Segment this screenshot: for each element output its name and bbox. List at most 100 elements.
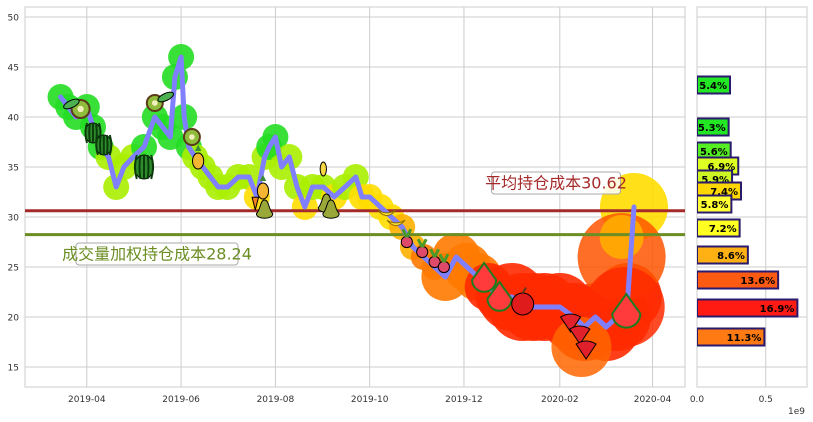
chip-bar [697,194,733,214]
watermelon-icon [95,134,113,156]
x-tick-label: 2019-12 [445,395,483,405]
pear-icon [256,199,274,219]
strawberry-icon [575,340,597,360]
radish-body [437,260,450,274]
pod [157,91,174,103]
apple-stem [521,286,527,294]
chip-bar-label: 7.2% [709,224,737,235]
chip-bar [697,270,780,290]
kiwi-icon [182,128,201,146]
radish-icon [437,253,450,274]
chip-bar [697,218,741,238]
halo-blob [599,215,644,259]
side-x-scale-label: 1e9 [788,407,805,417]
slice-flesh [611,292,642,329]
x-tick-label: 2019-04 [68,395,106,405]
cost-annotations: 平均持仓成本30.62 成交量加权持仓成本28.24 [62,171,627,266]
x-tick-label: 2019-10 [351,395,389,405]
carrot-body [251,196,260,211]
watermelon-stripe [84,122,88,144]
watermelon-slice-icon [486,280,513,312]
side-x-axis-ticks: 0.0 0.5 [690,395,773,405]
vw-cost-label-box [75,242,239,266]
banana-body [377,209,397,217]
chip-bar-label: 5.9% [701,175,729,186]
avg-cost-label: 平均持仓成本30.62 [485,174,627,193]
cost-lines [25,209,685,237]
chip-bar-label: 13.6% [740,276,775,287]
strawberry-icon [569,325,591,345]
chip-bar-label: 5.6% [700,147,728,158]
watermelon-stripe [150,154,154,180]
banana-icon [386,219,406,227]
chip-bar-label: 8.6% [717,251,745,262]
y-tick-label: 15 [8,364,19,374]
pineapple-body [192,152,205,170]
radish-body [400,235,413,249]
pineapple-leaves [194,144,202,151]
watermelon-slice-icon [471,261,498,293]
radish-icon [416,238,429,259]
radish-icon [428,248,441,269]
chip-bar-label: 5.4% [699,81,727,92]
pod [63,98,80,110]
watermelon-stripe [99,134,102,156]
watermelon-stripe [138,154,142,180]
chip-bar [697,298,799,318]
apple-icon [511,286,535,316]
chip-bar-label: 5.8% [701,200,729,211]
slice-flesh [486,280,513,312]
pear-body [256,199,274,219]
chip-bar [697,327,766,347]
x-tick-label: 2019-08 [257,395,295,405]
strawberry-body [559,313,582,333]
radish-leaves [438,253,450,263]
radish-leaves [401,228,413,238]
kiwi-core [152,100,158,106]
chip-bar-label: 11.3% [727,333,762,344]
corn-cob [319,161,327,177]
chip-bar [697,117,730,137]
radish-leaves [416,238,428,248]
chip-bar [697,75,731,95]
pea-pod-icon [157,91,174,103]
pineapple-icon [192,144,205,170]
watermelon-slice-icon [611,292,642,329]
pear-icon [322,199,340,219]
slice-flesh [471,261,498,293]
x-tick-label: 2020-04 [634,395,672,405]
x-axis-ticks: 2019-04 2019-06 2019-08 2019-10 2019-12 2020-… [68,395,672,405]
watermelon-stripe [105,134,109,156]
kiwi-core [189,134,195,140]
kiwi-core [77,105,84,113]
chip-bar-label: 7.4% [710,187,738,198]
banana-body [386,219,406,227]
strawberry-body [569,325,591,345]
chip-bar-label: 5.3% [698,123,726,134]
avg-cost-label-box [491,171,621,195]
strawberry-body [575,340,597,360]
y-tick-label: 25 [8,264,19,274]
watermelon-stripe [95,134,99,156]
watermelon-icon [133,154,155,180]
radish-icon [400,228,413,249]
strawberry-icon [559,313,582,333]
y-axis-ticks: 15 20 25 30 35 40 45 50 [8,14,20,374]
chip-bar-label: 16.9% [760,304,795,315]
corn-icon [319,161,327,177]
y-tick-label: 45 [8,64,19,74]
pear-body [322,199,340,219]
y-tick-label: 35 [8,164,19,174]
radish-body [416,245,429,259]
apple-body [511,292,535,316]
pineapple-body [256,182,270,200]
watermelon-stripe [108,134,113,156]
y-tick-label: 30 [8,214,20,224]
y-tick-label: 50 [8,14,20,24]
fruit-icons [63,91,642,360]
x-tick-label: 2019-06 [162,395,200,405]
side-x-tick-label: 0.0 [690,395,705,405]
carrot-icon [251,196,260,211]
y-tick-label: 40 [8,114,20,124]
